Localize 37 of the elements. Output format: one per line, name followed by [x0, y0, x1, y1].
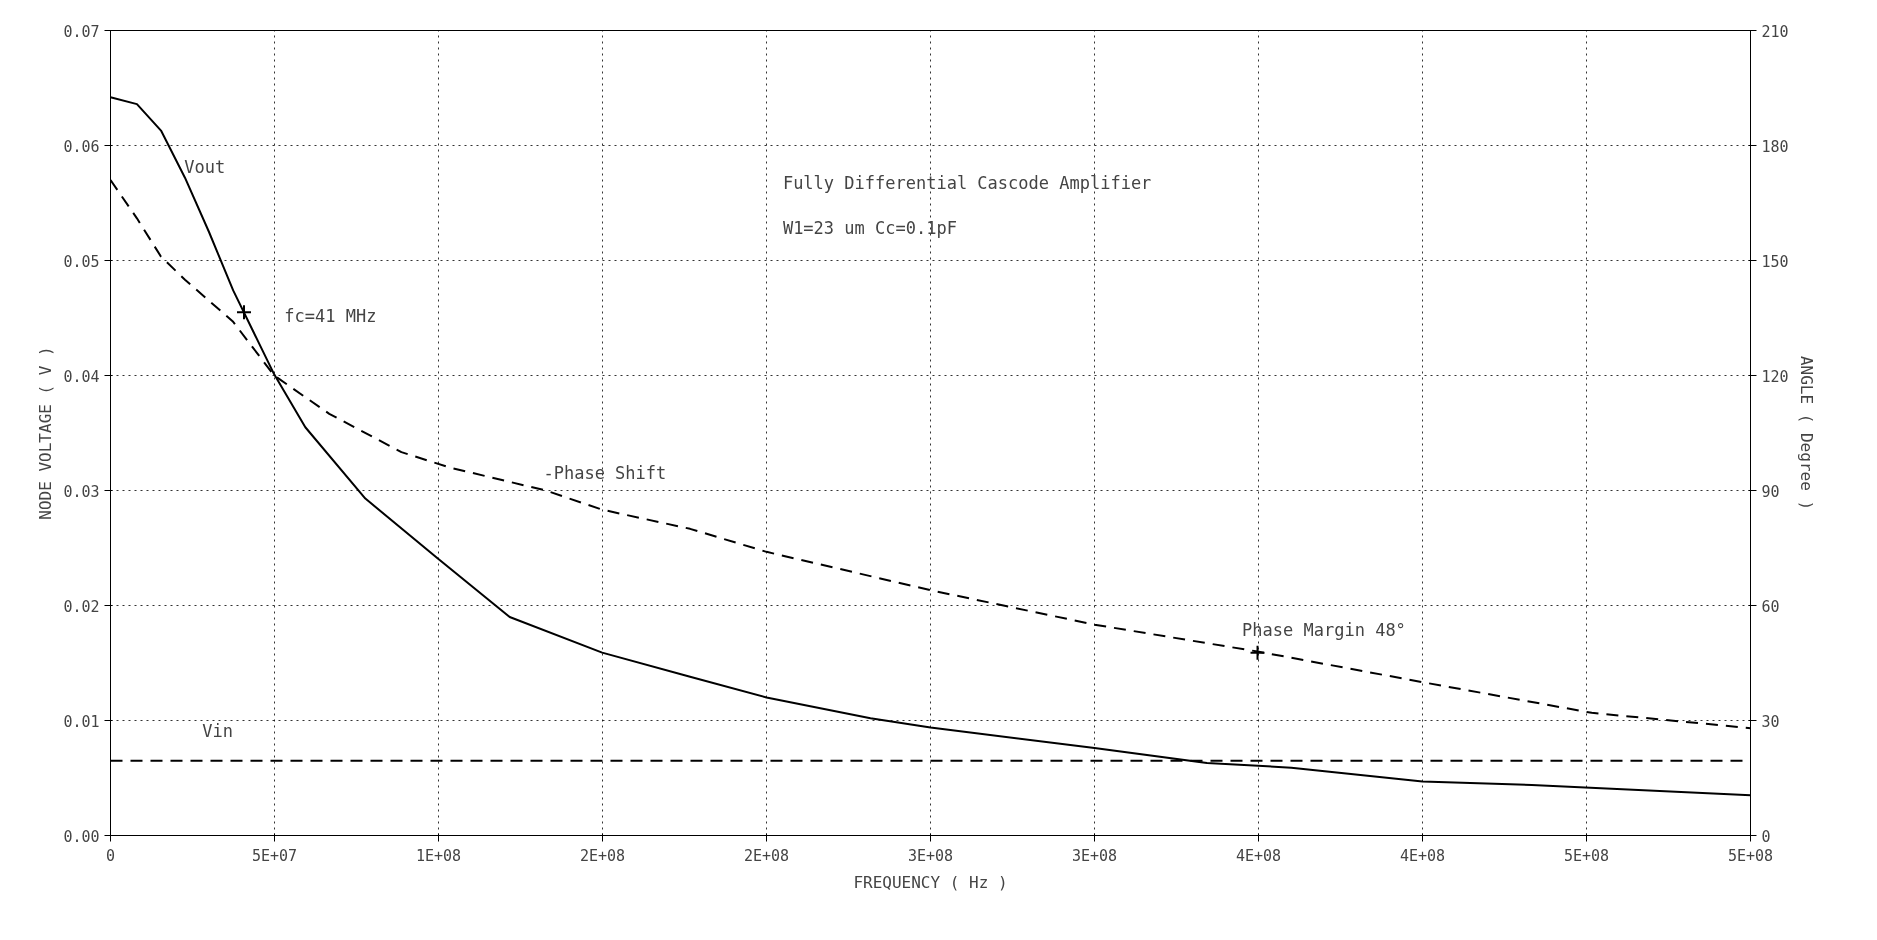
y-tick-label: 0.05	[63, 252, 100, 271]
y2-tick-label: 210	[1761, 22, 1789, 41]
x-axis-title: FREQUENCY ( Hz )	[853, 872, 1008, 892]
y-tick-label: 0.07	[63, 22, 100, 41]
y2-tick-label: 150	[1761, 252, 1789, 271]
y2-tick-label: 180	[1761, 137, 1789, 156]
y2-tick-label: 0	[1761, 827, 1771, 846]
x-tick-label: 2E+08	[579, 846, 626, 865]
text: Fully Differential Cascode Amplifier	[782, 173, 1152, 194]
y2-tick-label: 90	[1761, 482, 1780, 501]
x-tick-label: 0	[105, 846, 116, 865]
x-tick-label: 5E+08	[1727, 846, 1774, 865]
annotation: -Phase Shift	[543, 463, 667, 484]
x-tick-label: 4E+08	[1399, 846, 1446, 865]
y-tick-label: 0.06	[63, 137, 100, 156]
y2-tick-label: 120	[1761, 367, 1789, 386]
y-tick-label: 0.03	[63, 482, 100, 501]
y-tick-label: 0.04	[63, 367, 100, 386]
x-tick-label: 1E+08	[415, 846, 462, 865]
annotation: Vout	[184, 157, 226, 178]
y2-tick-label: 60	[1761, 597, 1780, 616]
x-tick-label: 5E+07	[251, 846, 298, 865]
x-tick-label: 5E+08	[1563, 846, 1610, 865]
y-tick-label: 0.02	[63, 597, 100, 616]
y-tick-label: 0.01	[63, 712, 100, 731]
x-tick-label: 3E+08	[1071, 846, 1118, 865]
x-tick-label: 3E+08	[907, 846, 954, 865]
text: W1=23 um Cc=0.1pF	[782, 217, 957, 238]
x-tick-label: 4E+08	[1235, 846, 1282, 865]
y2-tick-label: 30	[1761, 712, 1780, 731]
x-tick-label: 2E+08	[743, 846, 790, 865]
annotation: fc=41 MHz	[284, 306, 377, 327]
y2-axis-title: ANGLE ( Degree )	[1796, 355, 1816, 511]
annotation: Phase Margin 48°	[1242, 620, 1406, 641]
annotation: Vin	[202, 720, 234, 741]
y-axis-title: NODE VOLTAGE ( V )	[36, 346, 56, 520]
y-tick-label: 0.00	[63, 827, 100, 846]
